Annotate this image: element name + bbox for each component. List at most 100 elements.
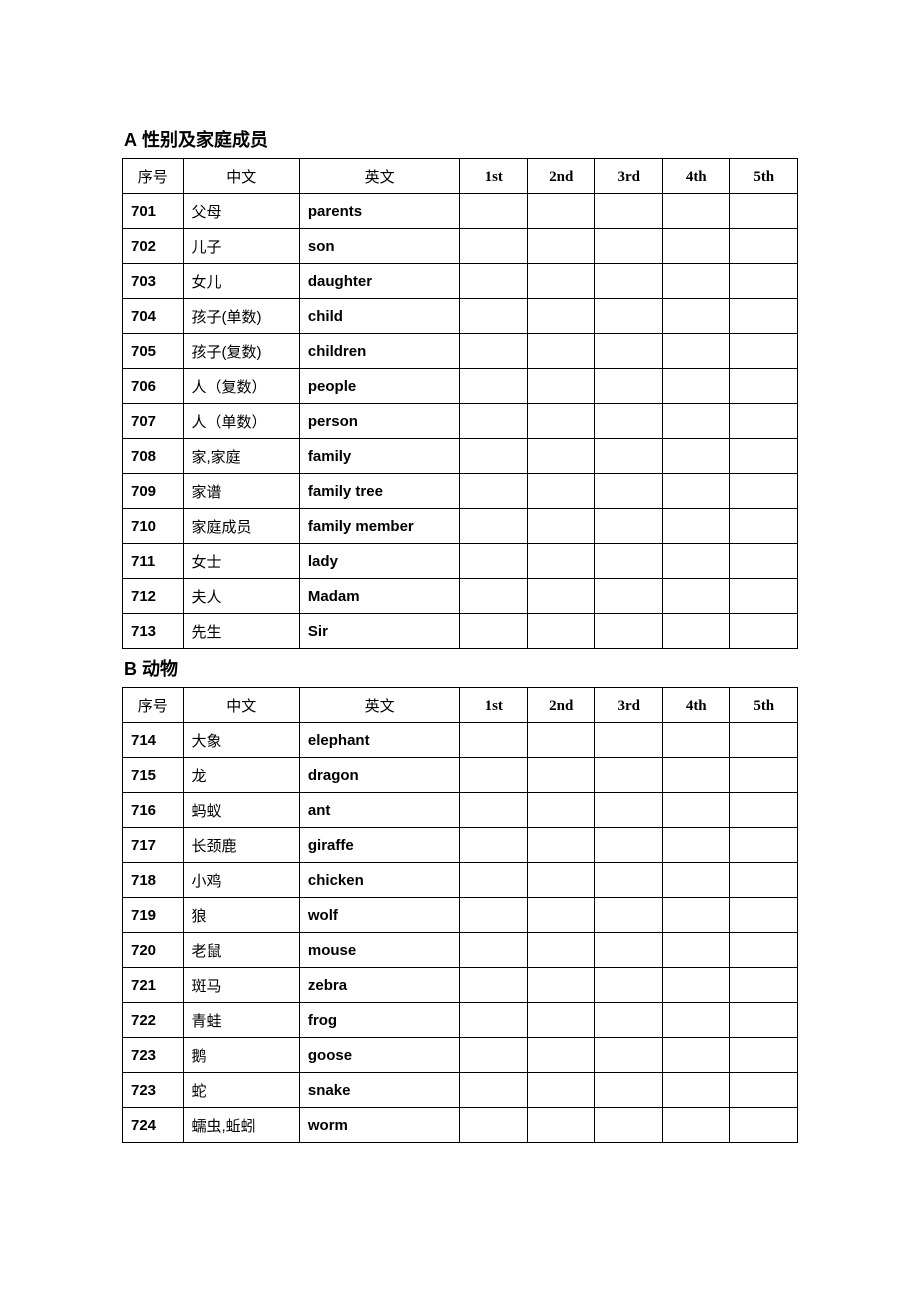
cell-practice-2 (527, 723, 595, 758)
table-header-row: 序号中文英文1st2nd3rd4th5th (123, 688, 798, 723)
cell-english: Sir (299, 614, 460, 649)
cell-practice-1 (460, 968, 528, 1003)
table-row: 703女儿daughter (123, 264, 798, 299)
table-row: 708家,家庭family (123, 439, 798, 474)
cell-practice-2 (527, 614, 595, 649)
col-header-ord4-label: 4th (686, 169, 707, 185)
cell-english: snake (299, 1073, 460, 1108)
cell-chinese: 狼 (183, 898, 299, 933)
cell-practice-4 (662, 299, 730, 334)
cell-seq: 702 (123, 229, 184, 264)
cell-practice-2 (527, 544, 595, 579)
cell-practice-3 (595, 334, 663, 369)
cell-seq: 722 (123, 1003, 184, 1038)
cell-chinese: 老鼠 (183, 933, 299, 968)
cell-seq: 713 (123, 614, 184, 649)
cell-practice-3 (595, 898, 663, 933)
col-header-ord3-label: 3rd (617, 698, 640, 714)
cell-practice-5 (730, 614, 798, 649)
cell-practice-5 (730, 1073, 798, 1108)
cell-practice-4 (662, 579, 730, 614)
cell-english: mouse (299, 933, 460, 968)
section-prefix: B (124, 659, 137, 679)
cell-seq: 719 (123, 898, 184, 933)
table-row: 723鹅goose (123, 1038, 798, 1073)
cell-chinese: 大象 (183, 723, 299, 758)
cell-practice-1 (460, 758, 528, 793)
cell-seq: 709 (123, 474, 184, 509)
cell-seq: 716 (123, 793, 184, 828)
col-header-ord1-label: 1st (485, 698, 503, 714)
col-header-ord2-label: 2nd (549, 698, 573, 714)
cell-practice-3 (595, 828, 663, 863)
cell-practice-5 (730, 334, 798, 369)
col-header-english: 英文 (299, 159, 460, 194)
table-row: 720老鼠mouse (123, 933, 798, 968)
cell-practice-3 (595, 439, 663, 474)
cell-practice-3 (595, 1003, 663, 1038)
col-header-ord1-label: 1st (485, 169, 503, 185)
cell-english: frog (299, 1003, 460, 1038)
cell-practice-2 (527, 1003, 595, 1038)
cell-english: person (299, 404, 460, 439)
cell-seq: 703 (123, 264, 184, 299)
cell-seq: 711 (123, 544, 184, 579)
cell-practice-3 (595, 614, 663, 649)
cell-chinese: 人（单数） (183, 404, 299, 439)
cell-practice-5 (730, 509, 798, 544)
cell-chinese: 孩子(单数) (183, 299, 299, 334)
cell-english: children (299, 334, 460, 369)
cell-practice-1 (460, 369, 528, 404)
cell-chinese: 人（复数） (183, 369, 299, 404)
section-prefix: A (124, 130, 137, 150)
cell-practice-4 (662, 439, 730, 474)
table-row: 715龙dragon (123, 758, 798, 793)
cell-practice-4 (662, 1108, 730, 1143)
cell-seq: 718 (123, 863, 184, 898)
cell-practice-3 (595, 933, 663, 968)
cell-practice-5 (730, 299, 798, 334)
col-header-ord3: 3rd (595, 688, 663, 723)
cell-seq: 715 (123, 758, 184, 793)
cell-practice-5 (730, 828, 798, 863)
cell-practice-2 (527, 828, 595, 863)
cell-practice-3 (595, 1038, 663, 1073)
cell-seq: 723 (123, 1038, 184, 1073)
cell-practice-4 (662, 404, 730, 439)
cell-practice-1 (460, 723, 528, 758)
cell-chinese: 先生 (183, 614, 299, 649)
cell-practice-3 (595, 793, 663, 828)
table-row: 710家庭成员family member (123, 509, 798, 544)
cell-english: family member (299, 509, 460, 544)
table-row: 709家谱family tree (123, 474, 798, 509)
col-header-ord4-label: 4th (686, 698, 707, 714)
cell-practice-3 (595, 369, 663, 404)
cell-seq: 707 (123, 404, 184, 439)
cell-chinese: 女儿 (183, 264, 299, 299)
cell-practice-4 (662, 229, 730, 264)
cell-english: giraffe (299, 828, 460, 863)
table-row: 706人（复数）people (123, 369, 798, 404)
section-heading: B 动物 (122, 655, 798, 681)
cell-chinese: 长颈鹿 (183, 828, 299, 863)
cell-practice-3 (595, 404, 663, 439)
cell-practice-5 (730, 863, 798, 898)
table-row: 723蛇snake (123, 1073, 798, 1108)
cell-seq: 706 (123, 369, 184, 404)
cell-practice-1 (460, 439, 528, 474)
cell-practice-1 (460, 229, 528, 264)
cell-practice-3 (595, 264, 663, 299)
cell-practice-2 (527, 509, 595, 544)
cell-seq: 710 (123, 509, 184, 544)
col-header-seq: 序号 (123, 688, 184, 723)
cell-practice-4 (662, 758, 730, 793)
cell-chinese: 蠕虫,蚯蚓 (183, 1108, 299, 1143)
cell-practice-1 (460, 474, 528, 509)
cell-chinese: 家谱 (183, 474, 299, 509)
cell-practice-1 (460, 579, 528, 614)
cell-english: family (299, 439, 460, 474)
cell-chinese: 家庭成员 (183, 509, 299, 544)
cell-practice-4 (662, 828, 730, 863)
cell-chinese: 青蛙 (183, 1003, 299, 1038)
cell-practice-4 (662, 933, 730, 968)
